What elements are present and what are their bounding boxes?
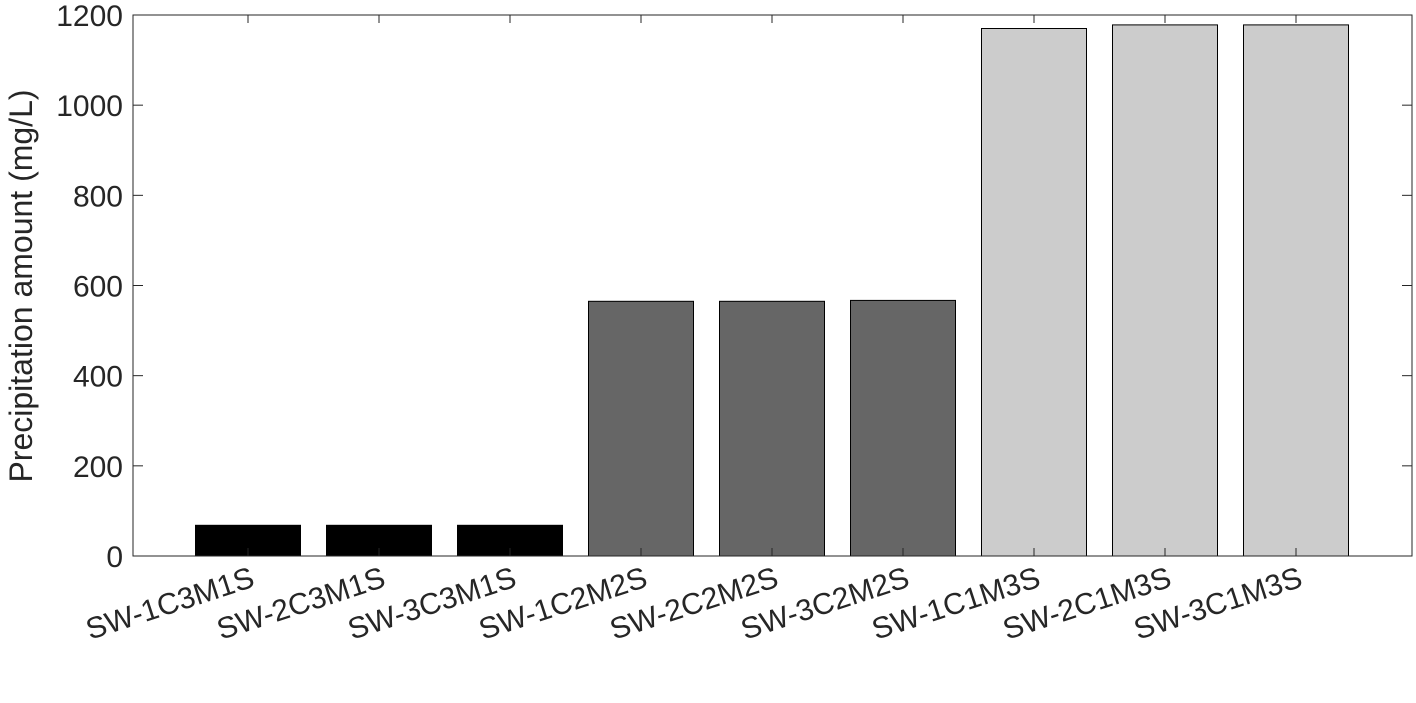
y-tick-label: 400 <box>73 361 123 394</box>
y-axis-label: Precipitation amount (mg/L) <box>3 89 39 482</box>
bar-sw-3c1m3s <box>1243 24 1349 557</box>
y-tick-label: 0 <box>106 541 123 574</box>
bar-sw-2c1m3s <box>1112 24 1218 557</box>
y-tick-label: 1200 <box>56 0 123 33</box>
y-tick-label: 200 <box>73 451 123 484</box>
y-tick-label: 800 <box>73 180 123 213</box>
y-ticks-layer: 0 200 400 600 800 1000 1200 <box>56 0 1412 574</box>
bar-sw-2c2m2s <box>719 300 825 557</box>
bar-sw-3c2m2s <box>850 299 956 557</box>
x-labels-layer: SW-1C3M1SSW-2C3M1SSW-3C3M1SSW-1C2M2SSW-2… <box>82 561 1306 646</box>
bar-sw-1c2m2s <box>588 300 694 557</box>
y-tick-label: 600 <box>73 271 123 304</box>
bars-layer <box>195 24 1349 557</box>
y-tick-label: 1000 <box>56 90 123 123</box>
bar-sw-3c3m1s <box>457 524 563 557</box>
bar-sw-1c1m3s <box>981 28 1087 557</box>
